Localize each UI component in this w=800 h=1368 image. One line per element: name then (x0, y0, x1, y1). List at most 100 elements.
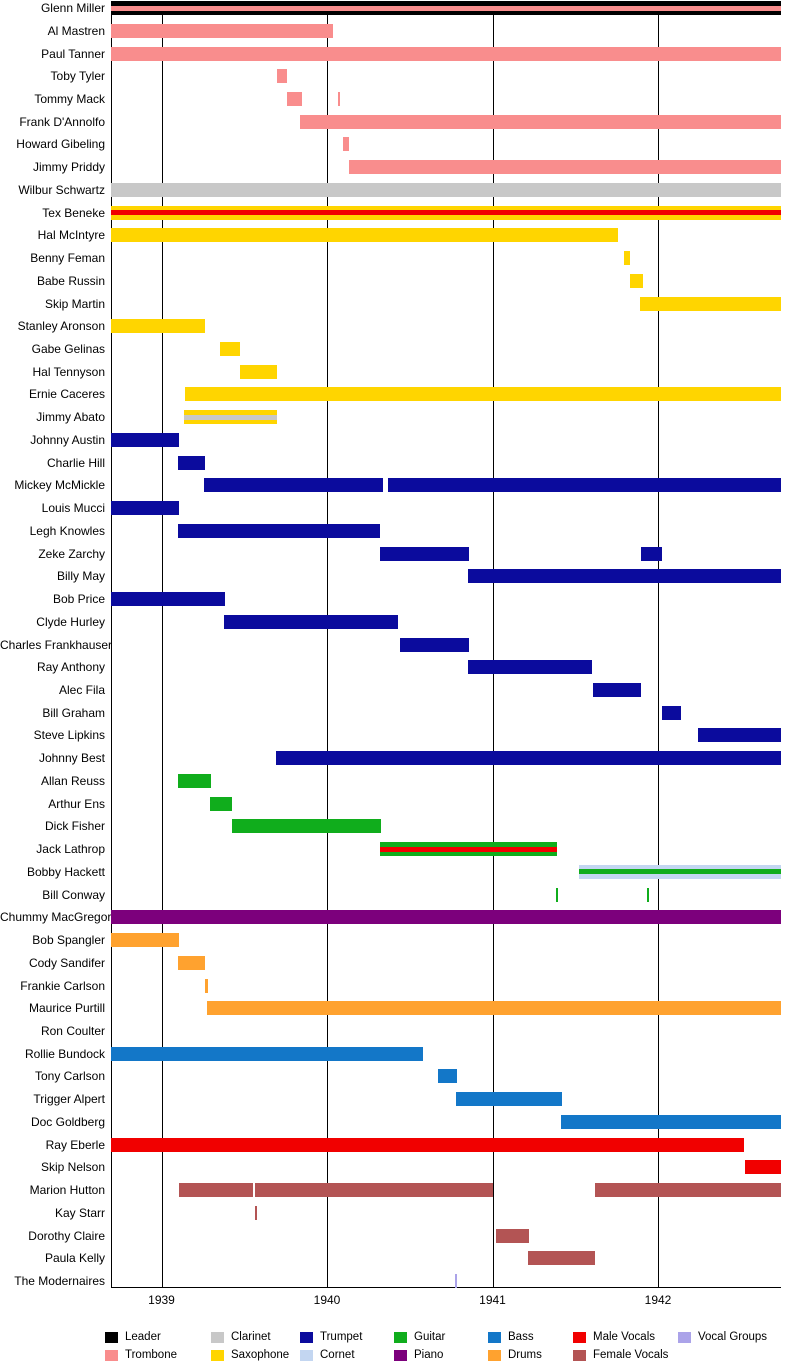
timeline-bar (111, 432, 179, 447)
timeline-bar (111, 319, 205, 334)
member-label: Bill Graham (42, 705, 105, 720)
member-label: Ray Eberle (45, 1137, 105, 1152)
timeline-bar (400, 637, 469, 652)
bar-stripe-trombone (111, 5, 781, 11)
member-label: Doc Goldberg (30, 1114, 105, 1129)
timeline-bar (338, 91, 341, 106)
member-label: Ernie Caceres (28, 387, 105, 402)
member-label: Arthur Ens (48, 796, 105, 811)
member-label: Billy May (56, 569, 105, 584)
timeline-bar (111, 46, 781, 61)
member-label: Clyde Hurley (36, 614, 105, 629)
member-label: Bobby Hackett (26, 864, 105, 879)
member-label: Skip Nelson (40, 1160, 105, 1175)
bar-stripe-cornet (579, 874, 781, 879)
timeline-bar (286, 91, 302, 106)
timeline-bar (179, 1183, 253, 1198)
member-label: Trigger Alpert (33, 1092, 105, 1107)
timeline-bar (349, 160, 781, 175)
member-label: Tony Carlson (34, 1069, 105, 1084)
legend-swatch-bass (488, 1332, 501, 1343)
timeline-bar (255, 1183, 493, 1198)
member-label: Zeke Zarchy (38, 546, 105, 561)
timeline-bar (468, 660, 592, 675)
timeline-bar (178, 955, 205, 970)
legend-swatch-cornet (300, 1350, 313, 1361)
member-label: Ray Anthony (36, 660, 105, 675)
legend-label: Male Vocals (593, 1331, 656, 1343)
member-label: Louis Mucci (41, 501, 105, 516)
axis-tick-label: 1939 (148, 1293, 175, 1307)
member-label: Babe Russin (36, 273, 105, 288)
timeline-bar (184, 410, 277, 425)
legend-label: Leader (125, 1331, 161, 1343)
member-label: Gabe Gelinas (31, 342, 105, 356)
timeline-bar (579, 864, 781, 879)
bar-stripe-clarinet (184, 414, 277, 420)
timeline-bar (455, 1092, 562, 1107)
member-label: Paul Tanner (41, 46, 105, 61)
member-label: Allan Reuss (40, 773, 105, 788)
timeline-bar (111, 182, 781, 197)
bar-stripe-guitar (380, 842, 558, 847)
bar-stripe-saxophone (111, 205, 781, 211)
timeline-bar (111, 1137, 745, 1152)
legend-swatch-trumpet (300, 1332, 313, 1343)
plot-left-border (111, 2, 112, 1287)
member-label: Kay Starr (54, 1205, 105, 1220)
legend-swatch-clarinet (211, 1332, 224, 1343)
timeline-bar (623, 251, 630, 266)
timeline-bar (111, 501, 179, 516)
timeline-bar (300, 114, 781, 129)
timeline-bar (207, 1001, 781, 1016)
gridline-1940 (327, 2, 328, 1287)
timeline-bar (111, 910, 781, 925)
timeline-bar (178, 455, 205, 470)
bar-stripe-guitar (579, 869, 781, 875)
timeline-bar (111, 23, 333, 38)
axis-tick-label: 1940 (313, 1293, 341, 1307)
timeline-bar (178, 773, 211, 788)
member-label: Cody Sandifer (28, 955, 105, 970)
member-label: Tommy Mack (34, 91, 105, 106)
legend-swatch-vocal_groups (678, 1332, 691, 1343)
timeline-bar (662, 705, 681, 720)
gridline-1942 (658, 2, 659, 1287)
timeline-bar (630, 273, 643, 288)
timeline-bar (640, 296, 781, 311)
timeline-bar (111, 228, 618, 243)
timeline-bar (641, 546, 662, 561)
legend-swatch-leader (105, 1332, 118, 1343)
member-label: Paula Kelly (44, 1251, 105, 1266)
member-label: Ron Coulter (40, 1023, 105, 1038)
bar-stripe-saxophone (184, 410, 277, 415)
member-label: Dick Fisher (44, 819, 105, 834)
legend-swatch-female_vocals (573, 1350, 586, 1361)
timeline-bar (239, 364, 277, 379)
timeline-bar (111, 205, 781, 220)
member-label: Toby Tyler (50, 69, 105, 84)
member-label: Steve Lipkins (33, 728, 105, 743)
member-label: Al Mastren (47, 23, 105, 38)
bar-stripe-saxophone (184, 419, 277, 425)
timeline-bar (220, 342, 240, 356)
member-label: Maurice Purtill (28, 1001, 105, 1016)
legend-label: Bass (508, 1331, 534, 1343)
member-label: Frank D'Annolfo (19, 114, 105, 129)
timeline-bar (111, 592, 225, 606)
legend-swatch-drums (488, 1350, 501, 1361)
timeline-bar (561, 1114, 781, 1129)
member-label: Charles Frankhauser (0, 637, 113, 652)
legend-swatch-guitar (394, 1332, 407, 1343)
axis-tick-label: 1941 (479, 1293, 506, 1307)
timeline-bar (380, 842, 558, 857)
legend-label: Female Vocals (593, 1349, 669, 1361)
legend-label: Cornet (320, 1349, 355, 1361)
member-label: Bob Spangler (32, 933, 105, 947)
legend-swatch-trombone (105, 1350, 118, 1361)
member-label: Howard Gibeling (16, 137, 105, 152)
axis-tick-label: 1942 (644, 1293, 672, 1307)
timeline-bar (255, 1205, 257, 1220)
member-label: Johnny Austin (30, 432, 105, 447)
bar-stripe-guitar (380, 851, 558, 857)
